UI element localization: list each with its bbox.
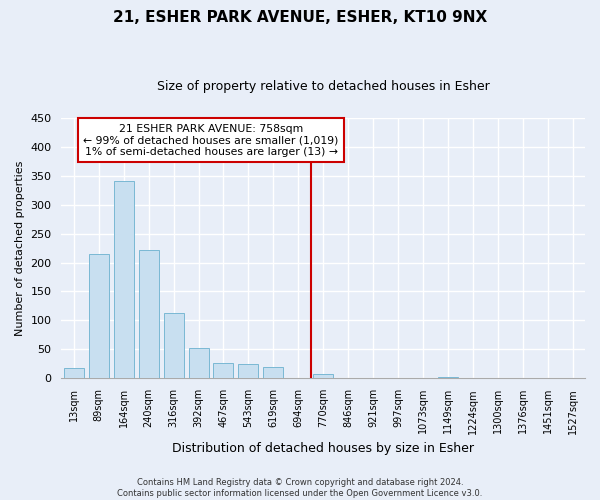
- X-axis label: Distribution of detached houses by size in Esher: Distribution of detached houses by size …: [172, 442, 474, 455]
- Bar: [214, 364, 233, 378]
- Bar: [313, 374, 333, 378]
- Bar: [188, 348, 209, 378]
- Bar: [139, 250, 158, 378]
- Bar: [263, 366, 283, 378]
- Y-axis label: Number of detached properties: Number of detached properties: [15, 160, 25, 336]
- Bar: [238, 364, 259, 378]
- Text: 21 ESHER PARK AVENUE: 758sqm
← 99% of detached houses are smaller (1,019)
1% of : 21 ESHER PARK AVENUE: 758sqm ← 99% of de…: [83, 124, 338, 157]
- Text: Contains HM Land Registry data © Crown copyright and database right 2024.
Contai: Contains HM Land Registry data © Crown c…: [118, 478, 482, 498]
- Bar: [438, 377, 458, 378]
- Bar: [64, 368, 84, 378]
- Bar: [114, 182, 134, 378]
- Bar: [89, 254, 109, 378]
- Text: 21, ESHER PARK AVENUE, ESHER, KT10 9NX: 21, ESHER PARK AVENUE, ESHER, KT10 9NX: [113, 10, 487, 25]
- Bar: [164, 313, 184, 378]
- Title: Size of property relative to detached houses in Esher: Size of property relative to detached ho…: [157, 80, 490, 93]
